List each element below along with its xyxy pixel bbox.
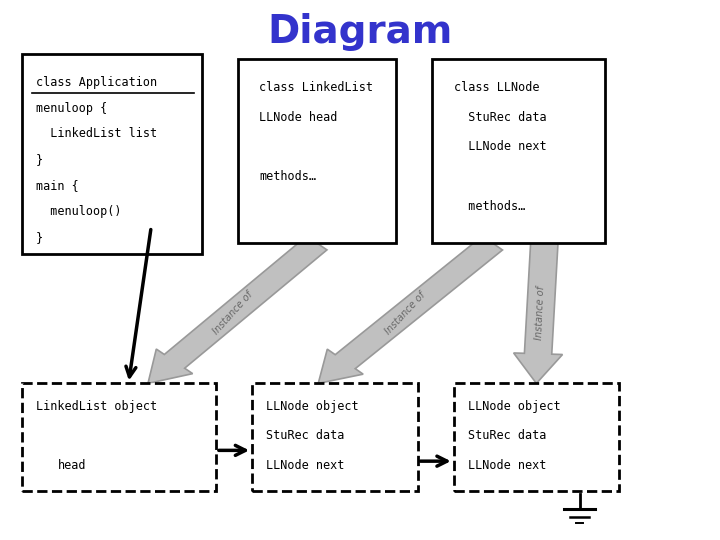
Text: LLNode next: LLNode next <box>468 459 546 472</box>
Text: menuloop {: menuloop { <box>36 102 107 114</box>
Polygon shape <box>148 236 327 383</box>
Text: StuRec data: StuRec data <box>454 111 546 124</box>
Text: class Application: class Application <box>36 76 157 89</box>
Text: }: } <box>36 153 43 166</box>
Polygon shape <box>513 242 562 383</box>
Text: head: head <box>58 459 86 472</box>
Text: LinkedList list: LinkedList list <box>36 127 157 140</box>
Text: methods…: methods… <box>259 170 316 183</box>
Text: methods…: methods… <box>454 200 525 213</box>
Text: Instance of: Instance of <box>210 290 254 336</box>
Text: Instance of: Instance of <box>383 290 428 336</box>
FancyBboxPatch shape <box>432 59 605 243</box>
FancyBboxPatch shape <box>252 383 418 491</box>
FancyBboxPatch shape <box>454 383 619 491</box>
Text: LLNode head: LLNode head <box>259 111 338 124</box>
Text: main {: main { <box>36 179 78 192</box>
FancyBboxPatch shape <box>238 59 396 243</box>
Text: LLNode object: LLNode object <box>468 400 561 413</box>
Text: class LinkedList: class LinkedList <box>259 81 373 94</box>
Text: LLNode next: LLNode next <box>266 459 345 472</box>
Text: Instance of: Instance of <box>534 286 546 340</box>
Text: StuRec data: StuRec data <box>468 429 546 442</box>
FancyBboxPatch shape <box>22 54 202 254</box>
Text: menuloop(): menuloop() <box>36 205 122 218</box>
FancyBboxPatch shape <box>22 383 216 491</box>
Text: Diagram: Diagram <box>267 14 453 51</box>
Text: StuRec data: StuRec data <box>266 429 345 442</box>
Text: LLNode next: LLNode next <box>454 140 546 153</box>
Text: class LLNode: class LLNode <box>454 81 539 94</box>
Text: LinkedList object: LinkedList object <box>36 400 157 413</box>
Text: LLNode object: LLNode object <box>266 400 359 413</box>
Polygon shape <box>318 236 503 383</box>
Text: }: } <box>36 231 43 244</box>
